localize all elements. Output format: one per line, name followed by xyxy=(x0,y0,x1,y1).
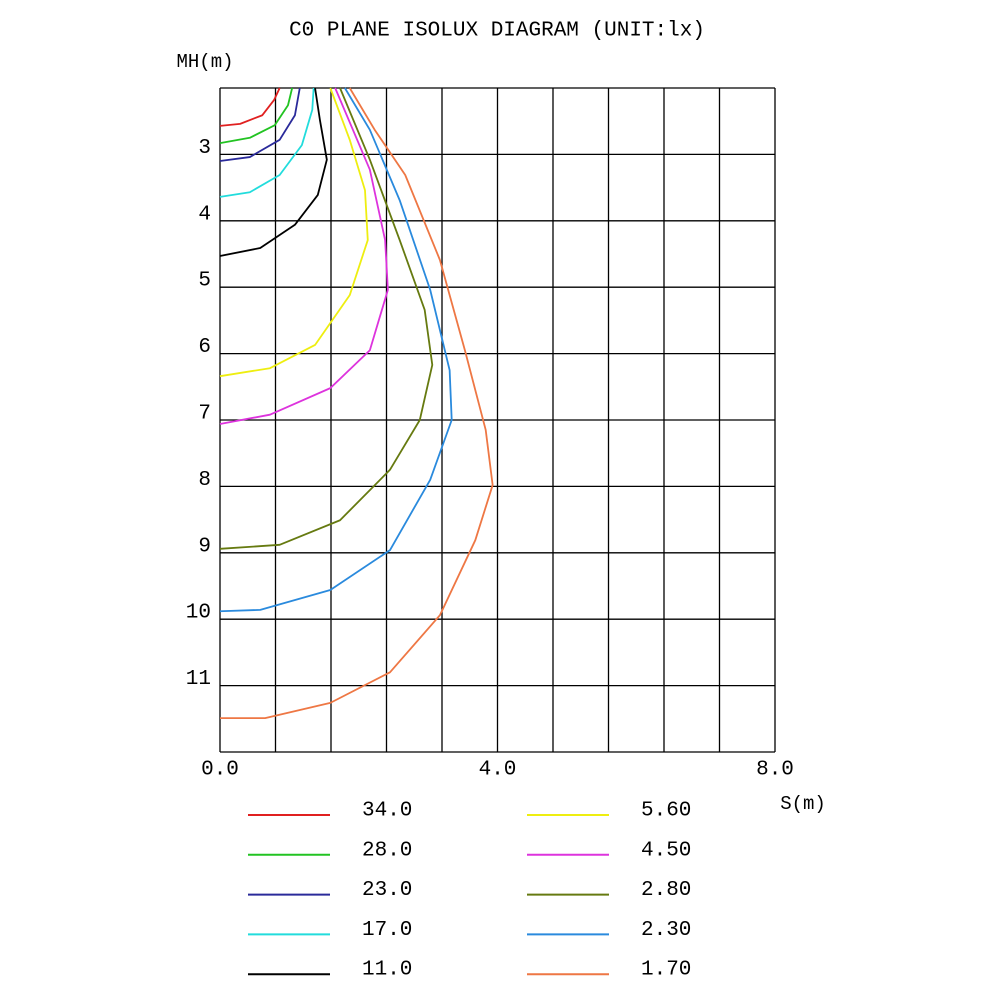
chart-title: C0 PLANE ISOLUX DIAGRAM (UNIT:lx) xyxy=(289,20,705,43)
x-tick-label: 4.0 xyxy=(479,759,517,782)
y-tick-label: 6 xyxy=(198,336,211,359)
isolux-line xyxy=(219,87,294,144)
y-tick-label: 9 xyxy=(198,535,211,558)
isolux-line xyxy=(219,87,328,257)
isolux-line xyxy=(219,87,389,425)
y-tick-label: 7 xyxy=(198,403,211,426)
isolux-line xyxy=(219,87,434,550)
isolux-line xyxy=(219,87,453,613)
y-tick-label: 10 xyxy=(186,602,211,625)
x-tick-label: 8.0 xyxy=(756,759,794,782)
y-tick-label: 11 xyxy=(186,668,211,691)
y-axis-label: MH(m) xyxy=(176,51,233,73)
legend-label: 17.0 xyxy=(362,919,412,942)
y-tick-label: 4 xyxy=(198,203,211,226)
legend-label: 2.80 xyxy=(641,879,691,902)
legend-label: 2.30 xyxy=(641,919,691,942)
legend-label: 28.0 xyxy=(362,839,412,862)
legend-label: 11.0 xyxy=(362,959,412,982)
isolux-line xyxy=(219,87,301,162)
isolux-line xyxy=(219,87,369,378)
legend-label: 34.0 xyxy=(362,800,412,823)
legend-label: 23.0 xyxy=(362,879,412,902)
x-tick-label: 0.0 xyxy=(201,759,239,782)
y-tick-label: 3 xyxy=(198,137,211,160)
y-tick-label: 5 xyxy=(198,270,211,293)
isolux-line xyxy=(220,87,494,720)
x-axis-label: S(m) xyxy=(780,793,826,815)
legend-label: 1.70 xyxy=(641,959,691,982)
y-tick-label: 8 xyxy=(198,469,211,492)
legend-label: 5.60 xyxy=(641,800,691,823)
isolux-line xyxy=(219,87,281,127)
legend-label: 4.50 xyxy=(641,839,691,862)
isolux-line xyxy=(219,87,315,198)
